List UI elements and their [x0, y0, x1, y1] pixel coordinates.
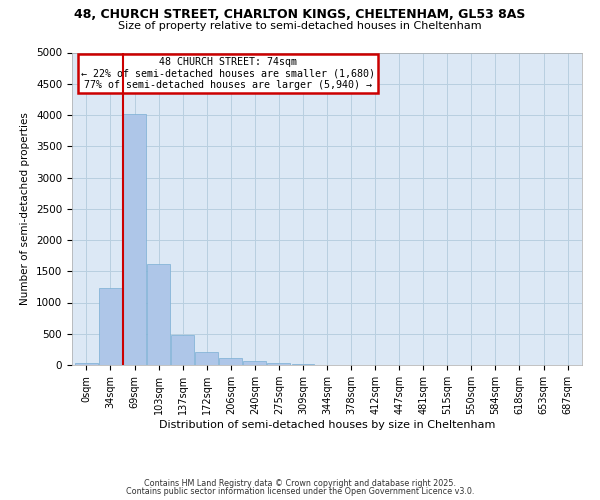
Bar: [99, 288, 122, 365]
Bar: [195, 352, 218, 365]
Text: 48, CHURCH STREET, CHARLTON KINGS, CHELTENHAM, GL53 8AS: 48, CHURCH STREET, CHARLTON KINGS, CHELT…: [74, 8, 526, 20]
Bar: [268, 363, 290, 365]
Text: Contains public sector information licensed under the Open Government Licence v3: Contains public sector information licen…: [126, 487, 474, 496]
Bar: [75, 363, 98, 365]
Text: Size of property relative to semi-detached houses in Cheltenham: Size of property relative to semi-detach…: [118, 21, 482, 31]
Bar: [292, 364, 314, 365]
X-axis label: Distribution of semi-detached houses by size in Cheltenham: Distribution of semi-detached houses by …: [159, 420, 495, 430]
Text: Contains HM Land Registry data © Crown copyright and database right 2025.: Contains HM Land Registry data © Crown c…: [144, 478, 456, 488]
Bar: [123, 114, 146, 365]
Bar: [220, 358, 242, 365]
Bar: [147, 264, 170, 365]
Bar: [171, 335, 194, 365]
Bar: [244, 361, 266, 365]
Text: 48 CHURCH STREET: 74sqm
← 22% of semi-detached houses are smaller (1,680)
77% of: 48 CHURCH STREET: 74sqm ← 22% of semi-de…: [80, 57, 374, 90]
Y-axis label: Number of semi-detached properties: Number of semi-detached properties: [20, 112, 31, 305]
